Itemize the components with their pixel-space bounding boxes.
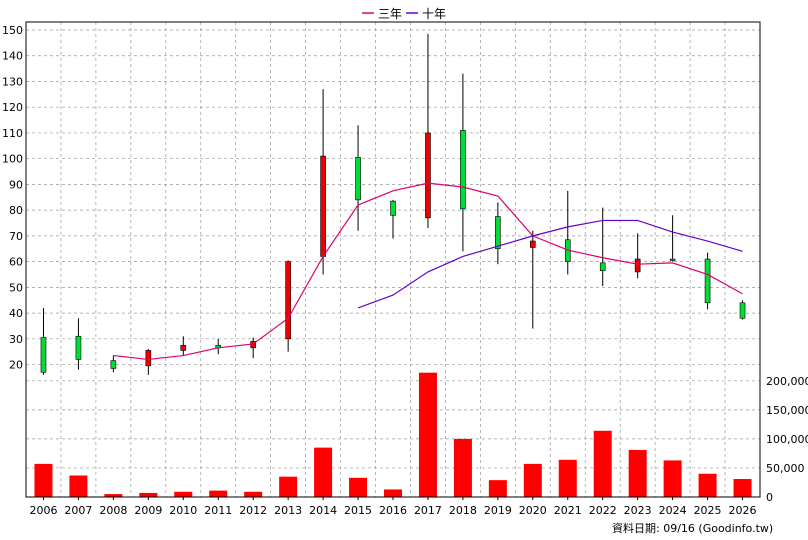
volume-bar bbox=[663, 460, 682, 497]
price-tick-label: 120 bbox=[2, 101, 23, 114]
price-tick-label: 100 bbox=[2, 153, 23, 166]
volume-bar bbox=[174, 491, 193, 497]
volume-bar bbox=[279, 476, 298, 497]
volume-tick-label: 100,000 bbox=[766, 433, 808, 446]
volume-bar bbox=[69, 475, 88, 497]
volume-tick-label: 200,000 bbox=[766, 375, 808, 388]
x-tick-label: 2019 bbox=[484, 504, 512, 517]
volume-bar bbox=[104, 494, 123, 497]
x-tick-label: 2011 bbox=[204, 504, 232, 517]
x-axis: 2006 2007 2008 2009 2010 2011 2012 2013 2014 2015… bbox=[29, 497, 757, 517]
x-tick-label: 2024 bbox=[659, 504, 687, 517]
candle-body bbox=[669, 258, 676, 261]
volume-bar bbox=[349, 477, 368, 497]
volume-axis: 0 50,000 100,000 150,000 200,000 bbox=[766, 375, 808, 504]
candle-body bbox=[599, 262, 606, 271]
grid bbox=[26, 22, 760, 498]
x-tick-label: 2016 bbox=[379, 504, 407, 517]
x-tick-label: 2009 bbox=[134, 504, 162, 517]
volume-bar bbox=[384, 489, 402, 497]
price-tick-label: 60 bbox=[9, 256, 23, 269]
volume-bar bbox=[244, 491, 263, 497]
candle-body bbox=[145, 350, 152, 367]
legend-label-2: 十年 bbox=[422, 7, 446, 21]
candle-body bbox=[425, 132, 431, 219]
volume-bars bbox=[34, 372, 752, 497]
price-tick-label: 110 bbox=[2, 127, 23, 140]
candle-body bbox=[320, 155, 326, 257]
candle-body bbox=[75, 335, 82, 360]
ma-line-2 bbox=[357, 219, 743, 309]
volume-bar bbox=[698, 473, 717, 497]
candle-body bbox=[460, 130, 466, 210]
price-tick-label: 30 bbox=[9, 333, 23, 346]
x-tick-label: 2007 bbox=[64, 504, 92, 517]
x-tick-label: 2013 bbox=[274, 504, 302, 517]
price-tick-label: 70 bbox=[9, 230, 23, 243]
x-tick-label: 2020 bbox=[519, 504, 547, 517]
x-tick-label: 2012 bbox=[239, 504, 267, 517]
candlesticks bbox=[40, 33, 746, 375]
volume-bar bbox=[733, 478, 752, 497]
x-tick-label: 2018 bbox=[449, 504, 477, 517]
price-tick-label: 20 bbox=[9, 359, 23, 372]
volume-bar bbox=[418, 372, 437, 497]
volume-tick-label: 50,000 bbox=[766, 462, 805, 475]
price-tick-label: 80 bbox=[9, 204, 23, 217]
x-tick-label: 2015 bbox=[344, 504, 372, 517]
volume-bar bbox=[314, 447, 333, 497]
volume-bar bbox=[558, 459, 577, 497]
legend: 三年 十年 bbox=[362, 7, 446, 21]
candle-body bbox=[495, 216, 501, 250]
price-tick-label: 150 bbox=[2, 24, 23, 37]
candle-body bbox=[110, 360, 117, 369]
volume-bar bbox=[139, 492, 158, 497]
x-tick-label: 2008 bbox=[99, 504, 127, 517]
x-tick-label: 2026 bbox=[729, 504, 757, 517]
price-tick-label: 140 bbox=[2, 50, 23, 63]
price-tick-label: 130 bbox=[2, 75, 23, 88]
volume-bar bbox=[453, 438, 472, 497]
volume-tick-label: 150,000 bbox=[766, 404, 808, 417]
x-tick-label: 2010 bbox=[169, 504, 197, 517]
volume-bar bbox=[593, 430, 612, 497]
candle-body bbox=[40, 337, 47, 373]
ma-line-1 bbox=[113, 182, 743, 361]
volume-bar bbox=[488, 480, 507, 497]
volume-tick-label: 0 bbox=[766, 491, 773, 504]
candle-body bbox=[739, 302, 746, 319]
price-tick-label: 90 bbox=[9, 178, 23, 191]
volume-bar bbox=[209, 490, 228, 497]
candle-body bbox=[704, 258, 711, 304]
candle-body bbox=[355, 157, 361, 201]
footnote: 資料日期: 09/16 (Goodinfo.tw) bbox=[612, 521, 773, 535]
candle-body bbox=[530, 240, 536, 248]
x-tick-label: 2025 bbox=[694, 504, 722, 517]
volume-bar bbox=[628, 449, 647, 497]
x-tick-label: 2023 bbox=[624, 504, 652, 517]
plot-border bbox=[25, 21, 761, 498]
price-tick-label: 40 bbox=[9, 307, 23, 320]
moving-average-lines bbox=[113, 182, 743, 361]
volume-bar bbox=[523, 463, 542, 497]
x-tick-label: 2022 bbox=[589, 504, 617, 517]
candle-body bbox=[285, 261, 291, 340]
price-axis: 20 30 40 50 60 70 80 90 100 110 120 130 140 150 bbox=[2, 24, 23, 372]
candle-body bbox=[634, 258, 641, 273]
volume-bar bbox=[34, 463, 53, 497]
price-tick-label: 50 bbox=[9, 281, 23, 294]
candle-body bbox=[180, 344, 187, 351]
candle-body bbox=[390, 200, 396, 216]
legend-label-1: 三年 bbox=[378, 7, 402, 21]
x-tick-label: 2006 bbox=[29, 504, 57, 517]
plot-frame bbox=[25, 21, 761, 498]
x-tick-label: 2014 bbox=[309, 504, 337, 517]
x-tick-label: 2021 bbox=[554, 504, 582, 517]
x-tick-label: 2017 bbox=[414, 504, 442, 517]
